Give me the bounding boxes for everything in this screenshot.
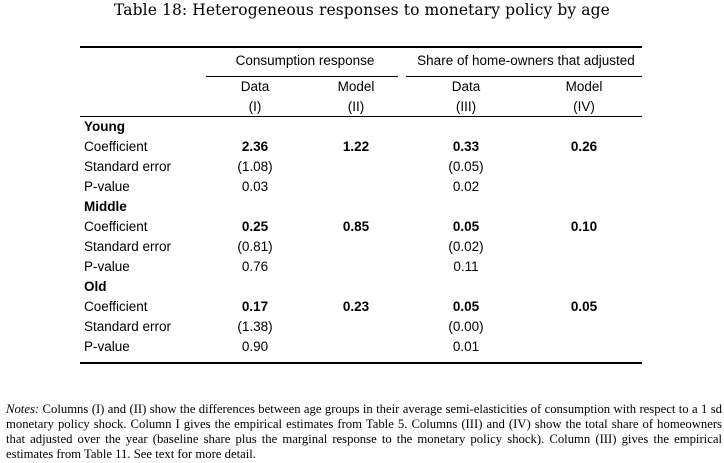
table-cell: 1.22 bbox=[342, 139, 370, 154]
table-cell: (0.00) bbox=[448, 319, 484, 334]
table-cell: 0.05 bbox=[452, 219, 480, 234]
row-label: Standard error bbox=[84, 239, 172, 254]
table-cell: 2.36 bbox=[241, 139, 269, 154]
group-rule-consumption bbox=[206, 76, 398, 77]
table-cell: 0.17 bbox=[241, 299, 269, 314]
table-cell: 0.85 bbox=[342, 219, 370, 234]
col-name-4: Model bbox=[565, 79, 603, 94]
col-name-2: Model bbox=[337, 79, 375, 94]
table-cell: 0.90 bbox=[241, 339, 269, 354]
group-header-consumption: Consumption response bbox=[235, 53, 375, 68]
group-header-home-owners: Share of home-owners that adjusted bbox=[417, 53, 635, 68]
col-num-2: (II) bbox=[347, 99, 365, 114]
table-cell: 0.33 bbox=[452, 139, 480, 154]
row-label: Coefficient bbox=[84, 219, 148, 234]
col-num-1: (I) bbox=[248, 99, 262, 114]
table-cell: 0.02 bbox=[452, 179, 480, 194]
table-cell: (1.38) bbox=[237, 319, 273, 334]
table-cell: 0.26 bbox=[570, 139, 598, 154]
row-label: P-value bbox=[84, 339, 130, 354]
row-label: Coefficient bbox=[84, 139, 148, 154]
table-notes: Notes: Columns (I) and (II) show the dif… bbox=[6, 402, 722, 462]
col-num-4: (IV) bbox=[573, 99, 595, 114]
table-cell: (0.02) bbox=[448, 239, 484, 254]
table-cell: (0.05) bbox=[448, 159, 484, 174]
col-name-1: Data bbox=[240, 79, 270, 94]
row-label: P-value bbox=[84, 179, 130, 194]
row-label: Coefficient bbox=[84, 299, 148, 314]
table-cell: 0.03 bbox=[241, 179, 269, 194]
table-cell: 0.01 bbox=[452, 339, 480, 354]
table-cell: (1.08) bbox=[237, 159, 273, 174]
row-label: P-value bbox=[84, 259, 130, 274]
col-name-3: Data bbox=[451, 79, 481, 94]
row-label: Standard error bbox=[84, 319, 172, 334]
table-caption: Table 18: Heterogeneous responses to mon… bbox=[114, 1, 610, 19]
table-cell: 0.05 bbox=[452, 299, 480, 314]
table-cell: (0.81) bbox=[237, 239, 273, 254]
top-rule bbox=[80, 46, 642, 48]
table-cell: 0.11 bbox=[453, 259, 479, 274]
notes-label: Notes: bbox=[6, 402, 40, 416]
group-label: Old bbox=[84, 279, 107, 294]
group-label: Young bbox=[84, 119, 125, 134]
group-rule-home-owners bbox=[406, 76, 642, 77]
notes-text: Columns (I) and (II) show the difference… bbox=[6, 402, 722, 461]
bottom-rule bbox=[80, 362, 642, 364]
header-rule bbox=[80, 116, 642, 117]
col-num-3: (III) bbox=[455, 99, 477, 114]
group-label: Middle bbox=[84, 199, 127, 214]
table-cell: 0.10 bbox=[570, 219, 598, 234]
table-cell: 0.23 bbox=[342, 299, 370, 314]
table-cell: 0.05 bbox=[570, 299, 598, 314]
row-label: Standard error bbox=[84, 159, 172, 174]
table-cell: 0.25 bbox=[241, 219, 269, 234]
table-cell: 0.76 bbox=[241, 259, 269, 274]
